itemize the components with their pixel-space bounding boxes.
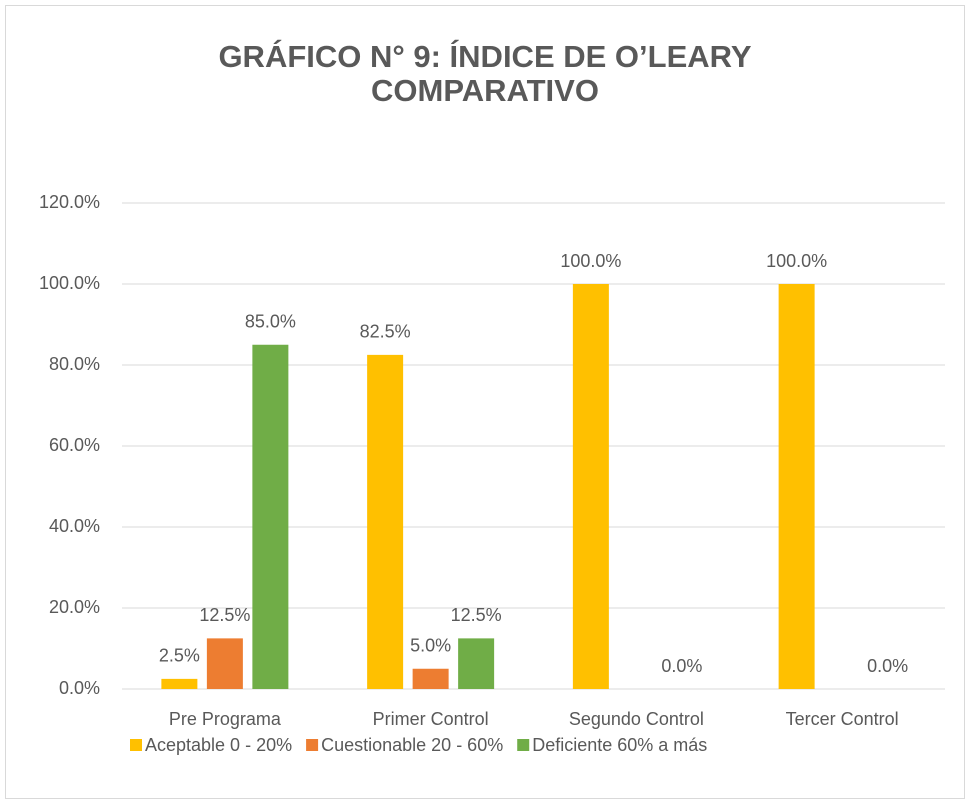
legend-swatch — [306, 739, 319, 751]
x-tick-label: Primer Control — [373, 709, 489, 729]
legend-swatch — [130, 739, 142, 751]
bar — [161, 678, 198, 689]
bar — [367, 354, 404, 689]
data-label: 12.5% — [199, 605, 250, 625]
data-label: 100.0% — [560, 251, 621, 271]
bar — [458, 638, 495, 689]
y-tick-label: 60.0% — [49, 435, 100, 455]
x-tick-label: Pre Programa — [169, 709, 282, 729]
legend-label: Cuestionable 20 - 60% — [321, 735, 503, 755]
legend-swatch — [517, 739, 530, 751]
data-label: 85.0% — [245, 312, 296, 332]
bar — [778, 284, 815, 689]
bar — [206, 638, 243, 689]
y-tick-label: 0.0% — [59, 678, 100, 698]
y-tick-label: 20.0% — [49, 597, 100, 617]
data-label: 5.0% — [410, 636, 451, 656]
y-tick-label: 40.0% — [49, 516, 100, 536]
x-tick-label: Tercer Control — [786, 709, 899, 729]
bar — [412, 668, 449, 689]
bar — [572, 284, 609, 689]
legend-label: Aceptable 0 - 20% — [145, 735, 292, 755]
data-label: 0.0% — [661, 656, 702, 676]
data-label: 12.5% — [451, 605, 502, 625]
data-label: 100.0% — [766, 251, 827, 271]
y-tick-label: 120.0% — [39, 192, 100, 212]
x-tick-label: Segundo Control — [569, 709, 704, 729]
y-tick-label: 80.0% — [49, 354, 100, 374]
data-label: 0.0% — [867, 656, 908, 676]
y-tick-label: 100.0% — [39, 273, 100, 293]
bar — [252, 344, 289, 689]
data-label: 2.5% — [159, 646, 200, 666]
legend-label: Deficiente 60% a más — [532, 735, 707, 755]
chart-title: GRÁFICO N° 9: ÍNDICE DE O’LEARY COMPARAT… — [218, 39, 752, 108]
data-label: 82.5% — [360, 322, 411, 342]
